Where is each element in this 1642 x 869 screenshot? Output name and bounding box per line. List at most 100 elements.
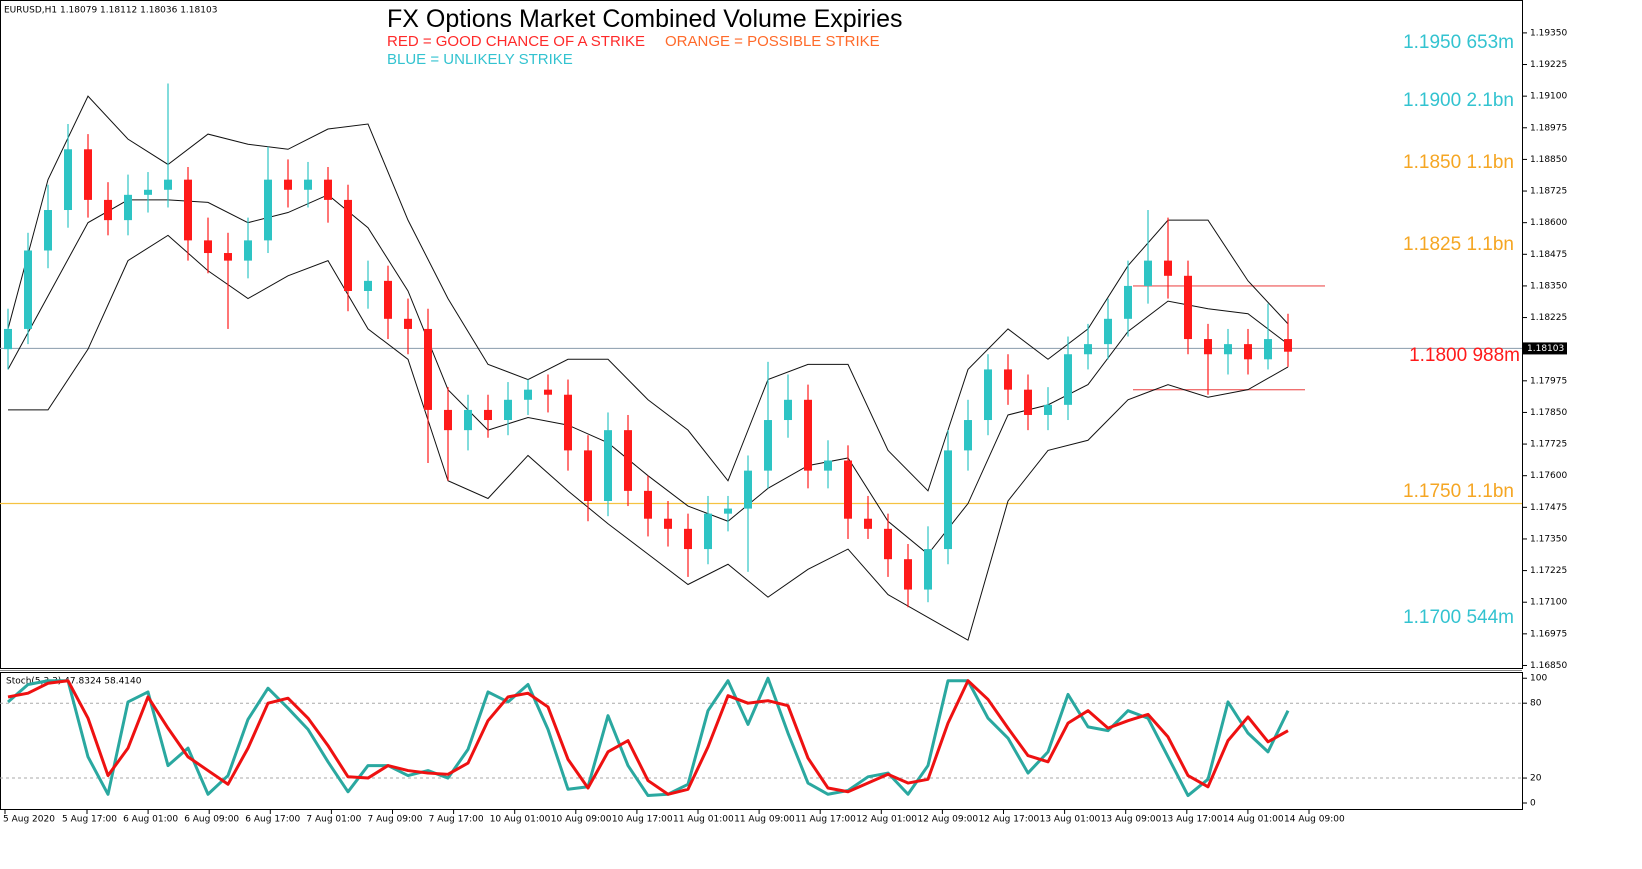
x-tick-label: 6 Aug 01:00 xyxy=(123,815,178,825)
candle-body xyxy=(364,280,372,291)
y-tick-label: 1.17225 xyxy=(1530,566,1567,576)
y-tick-label: 1.17850 xyxy=(1530,408,1567,418)
y-tick-label: 1.17600 xyxy=(1530,471,1567,481)
x-tick-label: 12 Aug 17:00 xyxy=(979,815,1040,825)
symbol-header: EURUSD,H1 1.18079 1.18112 1.18036 1.1810… xyxy=(4,6,217,16)
x-tick-label: 12 Aug 01:00 xyxy=(856,815,917,825)
candle-body xyxy=(644,490,652,519)
y-tick-label: 1.18350 xyxy=(1530,281,1567,291)
candle-body xyxy=(444,409,452,431)
candle-body xyxy=(424,328,432,410)
candle-body xyxy=(524,389,532,400)
candle-body xyxy=(104,199,112,221)
candle-body xyxy=(204,240,212,254)
candle-body xyxy=(724,508,732,514)
y-tick-label: 1.18600 xyxy=(1530,218,1567,228)
x-tick-label: 13 Aug 09:00 xyxy=(1101,815,1162,825)
candle-body xyxy=(944,450,952,550)
candle-body xyxy=(1224,344,1232,355)
candle-body xyxy=(124,194,132,221)
strike-annotation: 1.1700 544m xyxy=(1403,607,1514,628)
candle-body xyxy=(984,369,992,421)
candle-body xyxy=(904,559,912,590)
candle-body xyxy=(544,389,552,395)
candle-body xyxy=(704,513,712,550)
x-tick-label: 6 Aug 09:00 xyxy=(184,815,239,825)
strike-annotation: 1.1850 1.1bn xyxy=(1403,152,1514,173)
candle-body xyxy=(4,328,12,350)
candle-body xyxy=(1264,339,1272,360)
x-tick-label: 14 Aug 01:00 xyxy=(1223,815,1284,825)
bollinger-band xyxy=(7,95,1289,492)
candle-body xyxy=(1284,339,1292,352)
y-tick-label: 1.16975 xyxy=(1530,629,1567,639)
stoch-label: Stoch(5,3,3) 47.8324 58.4140 xyxy=(6,677,142,687)
y-tick-label: 1.17725 xyxy=(1530,440,1567,450)
y-tick-label: 1.18975 xyxy=(1530,123,1567,133)
candle-body xyxy=(604,430,612,501)
candle-body xyxy=(404,318,412,329)
candle-body xyxy=(924,549,932,590)
legend-note: RED = GOOD CHANCE OF A STRIKE xyxy=(387,33,645,50)
x-tick-label: 5 Aug 17:00 xyxy=(62,815,117,825)
stoch-line xyxy=(7,679,1289,796)
candle-body xyxy=(1124,285,1132,319)
x-tick-label: 7 Aug 01:00 xyxy=(306,815,361,825)
y-tick-label: 1.18725 xyxy=(1530,187,1567,197)
candle-body xyxy=(1164,260,1172,276)
x-tick-label: 14 Aug 09:00 xyxy=(1284,815,1345,825)
x-tick-label: 10 Aug 01:00 xyxy=(490,815,551,825)
candle-body xyxy=(1044,404,1052,415)
x-tick-label: 10 Aug 17:00 xyxy=(612,815,673,825)
candle-body xyxy=(24,250,32,329)
candle-body xyxy=(504,399,512,421)
candle-body xyxy=(484,409,492,421)
candle-body xyxy=(1184,275,1192,340)
legend-note: BLUE = UNLIKELY STRIKE xyxy=(387,51,573,68)
candle-body xyxy=(464,409,472,431)
candle-body xyxy=(344,199,352,291)
x-tick-label: 12 Aug 09:00 xyxy=(917,815,978,825)
candle-body xyxy=(864,518,872,529)
price-frame xyxy=(0,0,1523,669)
candle-body xyxy=(84,149,92,200)
x-tick-label: 10 Aug 09:00 xyxy=(551,815,612,825)
y-tick-label: 1.19350 xyxy=(1530,28,1567,38)
candle-body xyxy=(224,253,232,261)
candle-body xyxy=(1064,354,1072,405)
candle-body xyxy=(804,399,812,471)
candle-body xyxy=(884,528,892,560)
y-tick-label: 1.17475 xyxy=(1530,503,1567,513)
x-tick-label: 7 Aug 09:00 xyxy=(368,815,423,825)
candle-body xyxy=(64,149,72,211)
candle-body xyxy=(964,420,972,451)
stoch-frame xyxy=(0,672,1523,810)
candle-body xyxy=(284,179,292,190)
x-tick-label: 6 Aug 17:00 xyxy=(245,815,300,825)
candle-body xyxy=(184,179,192,241)
y-tick-label: 1.17975 xyxy=(1530,376,1567,386)
y-tick-label: 20 xyxy=(1530,774,1542,784)
strike-annotation: 1.1750 1.1bn xyxy=(1403,481,1514,502)
candle-body xyxy=(664,518,672,529)
x-tick-label: 5 Aug 2020 xyxy=(3,815,55,825)
candle-body xyxy=(624,430,632,491)
candle-body xyxy=(584,450,592,501)
candle-body xyxy=(144,189,152,195)
last-price-box xyxy=(1523,342,1567,355)
y-tick-label: 100 xyxy=(1530,674,1547,684)
y-tick-label: 80 xyxy=(1530,699,1542,709)
candle-body xyxy=(264,179,272,241)
strike-annotation: 1.1825 1.1bn xyxy=(1403,234,1514,255)
candle-body xyxy=(824,460,832,471)
strike-annotation: 1.1900 2.1bn xyxy=(1403,90,1514,111)
x-tick-label: 11 Aug 01:00 xyxy=(673,815,734,825)
candle-body xyxy=(1204,339,1212,355)
y-tick-label: 1.17350 xyxy=(1530,534,1567,544)
x-tick-label: 11 Aug 17:00 xyxy=(795,815,856,825)
candle-body xyxy=(1084,344,1092,355)
candle-body xyxy=(844,460,852,519)
candle-body xyxy=(324,179,332,200)
